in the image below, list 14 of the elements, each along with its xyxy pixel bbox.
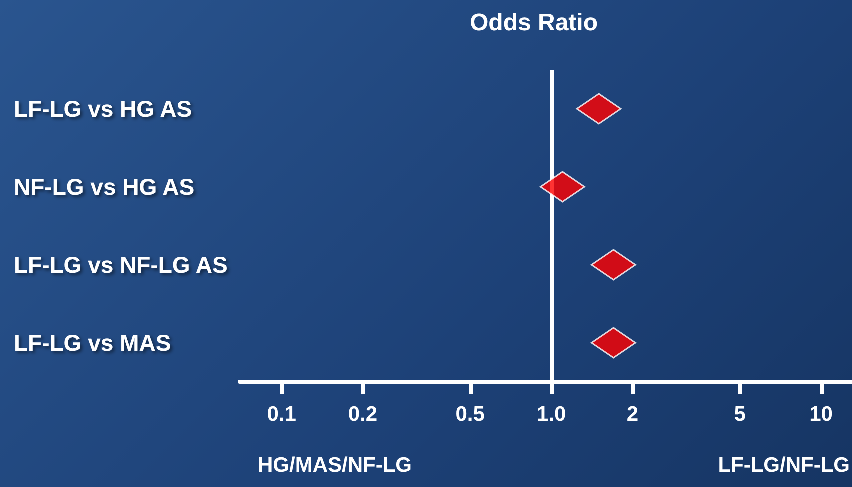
x-tick-label: 1.0 — [536, 403, 566, 426]
chart-title: Odds Ratio — [470, 10, 598, 36]
x-tick-label: 0.5 — [456, 403, 486, 426]
x-tick-label: 10 — [810, 403, 833, 426]
x-tick-label: 2 — [626, 403, 639, 426]
text: LF-LG/NF-LG — [718, 454, 850, 477]
text: HG/MAS/NF-LG — [258, 454, 412, 477]
y-tick-label: LF-LG vs MAS — [14, 330, 172, 356]
x-tick-label: 0.2 — [348, 403, 378, 426]
y-tick-label: NF-LG vs HG AS — [14, 174, 195, 200]
y-tick-label: LF-LG vs HG AS — [14, 96, 192, 122]
x-tick-label: 0.1 — [267, 403, 297, 426]
y-tick-label: LF-LG vs NF-LG AS — [14, 252, 228, 278]
x-tick-label: 5 — [734, 403, 746, 426]
